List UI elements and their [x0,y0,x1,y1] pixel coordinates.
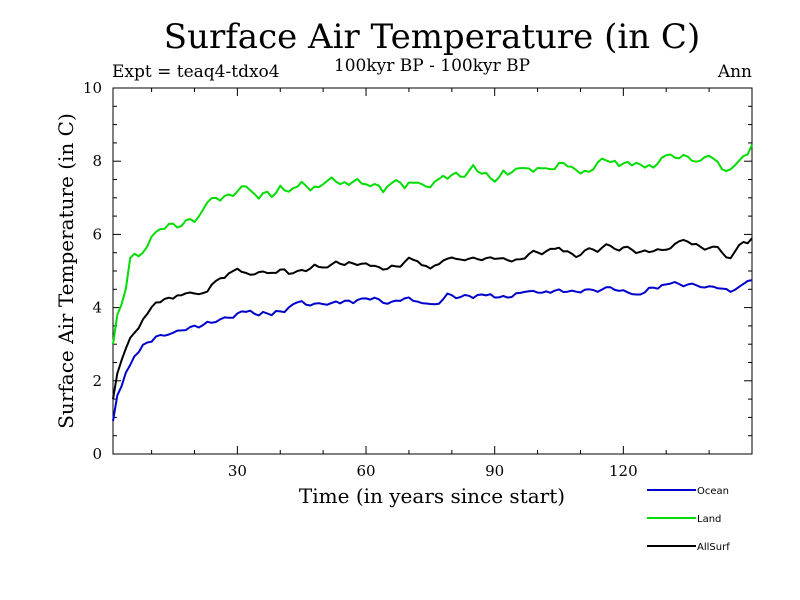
series-line-land [112,144,753,345]
y-tick-label: 0 [92,445,102,463]
series-lines [112,144,753,422]
y-tick-label: 10 [83,79,102,97]
legend-label-allsurf: AllSurf [697,542,730,553]
y-tick-label: 8 [92,152,102,170]
series-line-allsurf [112,237,753,400]
axis-ticks: 30 60 90 120 0 2 4 6 8 10 [83,79,752,480]
expt-label: Expt = teaq4-tdxo4 [112,62,280,82]
y-tick-label: 6 [92,225,102,243]
season-label: Ann [717,62,752,82]
x-tick-label: 120 [609,462,638,480]
plot-frame [112,87,753,455]
y-axis-label: Surface Air Temperature (in C) [54,113,78,429]
series-line-ocean [112,279,753,422]
y-tick-label: 4 [92,299,102,317]
chart-subtitle: 100kyr BP - 100kyr BP [334,56,530,76]
x-tick-label: 90 [485,462,504,480]
chart-title: Surface Air Temperature (in C) [164,17,700,57]
x-tick-label: 30 [228,462,247,480]
legend-label-ocean: Ocean [697,486,729,497]
legend-label-land: Land [697,514,721,525]
x-axis-label: Time (in years since start) [299,484,565,508]
y-tick-label: 2 [92,372,102,390]
x-tick-label: 60 [356,462,375,480]
legend: Ocean Land AllSurf [647,486,730,553]
